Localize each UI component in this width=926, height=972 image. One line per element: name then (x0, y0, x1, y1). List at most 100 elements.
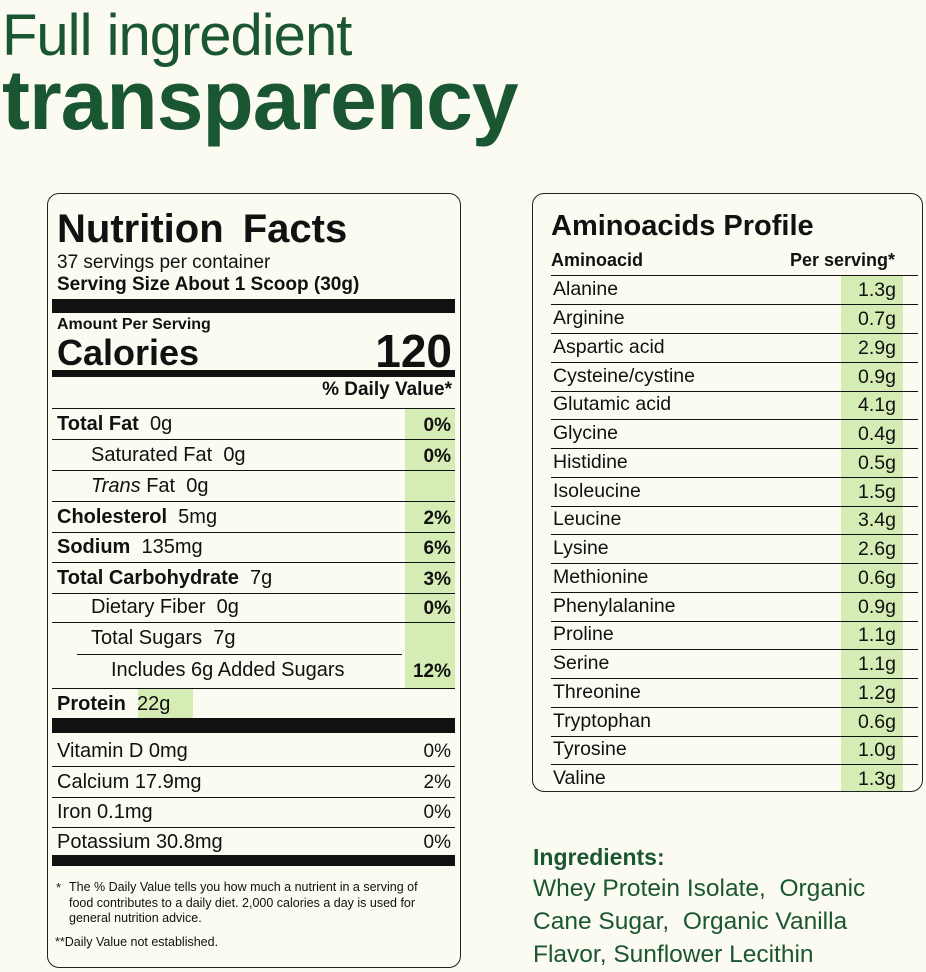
amino-col2: Per serving* (789, 250, 895, 270)
aminoacid-name: Arginine (553, 307, 625, 329)
rule (551, 736, 918, 737)
ingredients-title: Ingredients: (533, 843, 665, 870)
vitamin-amount: 0.1mg (97, 801, 153, 823)
aminoacid-amount: 1.1g (858, 624, 896, 647)
nutrient-amount: 7g (213, 627, 236, 649)
aminoacid-amount: 1.5g (858, 480, 896, 503)
vitamin-row: Vitamin D 0mg (57, 741, 188, 761)
footnote-marker: * (56, 879, 62, 895)
nutrient-dv: 3% (423, 568, 451, 590)
nutrient-row: Dietary Fiber 0g (91, 597, 239, 617)
nutrient-name: Fat (146, 475, 176, 497)
aminoacid-amount: 0.9g (858, 365, 896, 388)
nutrient-name: Total Sugars (91, 627, 203, 649)
vitamin-amount: 30.8mg (155, 831, 223, 853)
nutrient-row: Total Sugars 7g (91, 628, 236, 648)
nutrient-row: Protein 22g (57, 694, 170, 714)
vitamin-dv: 0% (423, 740, 451, 762)
aminoacid-name: Threonine (553, 680, 641, 703)
aminoacid-amount: 2.9g (858, 336, 896, 359)
nutrient-name: Cholesterol (57, 506, 168, 528)
rule (52, 532, 455, 533)
rule (551, 678, 918, 679)
aminoacid-amount: 1.0g (858, 739, 896, 762)
nutrient-row: Cholesterol 5mg (57, 507, 217, 527)
rule (551, 477, 918, 478)
amino-panel (532, 193, 923, 792)
nutrient-amount: 0g (149, 413, 173, 435)
rule (551, 592, 918, 593)
vitamin-name: Vitamin D (57, 740, 144, 762)
rule (551, 534, 918, 535)
ingredients-line: Flavor, Sunflower Lecithin (533, 940, 814, 968)
rule (52, 718, 455, 733)
aminoacid-name: Alanine (553, 278, 619, 301)
aminoacid-amount: 0.6g (858, 710, 896, 733)
rule (52, 370, 455, 377)
nutrient-row: Trans Fat 0g (91, 476, 208, 496)
nutrient-name: Total Carbohydrate (57, 567, 239, 589)
rule (52, 501, 455, 502)
aminoacid-amount: 3.4g (858, 509, 896, 532)
nutrient-name: Dietary Fiber (91, 596, 206, 618)
nutrient-amount: 135mg (141, 536, 203, 558)
vitamin-amount: 17.9mg (134, 771, 202, 793)
rule (52, 622, 455, 623)
amount-per-serving: Amount Per Serving (57, 316, 211, 333)
rule (52, 562, 455, 563)
nutrient-dv: 0% (423, 445, 451, 467)
aminoacid-amount: 0.7g (858, 308, 896, 330)
rule (52, 827, 455, 828)
aminoacid-name: Valine (553, 767, 606, 789)
ingredients-line: Cane Sugar, Organic Vanilla (533, 907, 848, 935)
rule (551, 707, 918, 708)
vitamin-amount: 0mg (148, 740, 188, 762)
aminoacid-amount: 1.3g (858, 768, 896, 790)
dv-highlight (405, 409, 455, 688)
aminoacid-amount: 1.1g (858, 653, 896, 675)
aminoacid-name: Leucine (553, 508, 622, 531)
rule (551, 621, 918, 622)
footnote: The % Daily Value tells you how much a n… (69, 880, 418, 925)
nutrient-name: Sodium (57, 536, 131, 558)
aminoacid-amount: 1.3g (858, 279, 896, 302)
dv-header: % Daily Value* (322, 378, 452, 400)
rule (551, 506, 918, 507)
nutrition-title: Nutrition Facts (57, 207, 348, 251)
aminoacid-amount: 4.1g (858, 394, 896, 417)
nutrient-amount: 0g (223, 444, 246, 466)
calories-value: 120 (375, 325, 452, 377)
rule (52, 439, 455, 440)
rule (52, 299, 455, 313)
aminoacid-amount: 0.6g (858, 566, 896, 589)
nutrient-row: Includes 6g Added Sugars (111, 660, 345, 680)
aminoacid-name: Glutamic acid (553, 393, 672, 416)
aminoacid-name: Aspartic acid (553, 335, 665, 358)
rule (52, 470, 455, 471)
nutrient-name: Protein (57, 693, 126, 715)
vitamin-dv: 0% (423, 831, 451, 853)
aminoacid-amount: 2.6g (858, 538, 896, 560)
amino-col1: Aminoacid (551, 250, 644, 270)
aminoacid-name: Tryptophan (553, 709, 651, 732)
aminoacid-amount: 0.5g (858, 451, 896, 474)
nutrient-amount: 0g (216, 596, 239, 618)
aminoacid-name: Glycine (553, 422, 619, 444)
vitamin-row: Iron 0.1mg (57, 802, 153, 822)
aminoacid-amount: 1.2g (858, 681, 896, 704)
protein-highlight (138, 689, 193, 718)
nutrient-row: Total Fat 0g (57, 414, 172, 434)
amino-highlight (841, 276, 903, 791)
aminoacid-name: Cysteine/cystine (553, 364, 695, 387)
rule (52, 797, 455, 798)
nutrient-dv: 12% (412, 660, 451, 682)
vitamin-dv: 0% (423, 801, 451, 823)
vitamin-row: Calcium 17.9mg (57, 772, 202, 792)
headline: Full ingredient (2, 3, 352, 68)
aminoacid-name: Methionine (553, 565, 649, 588)
aminoacid-name: Lysine (553, 537, 609, 559)
amino-title: Aminoacids Profile (551, 209, 814, 242)
nutrient-dv: 0% (423, 597, 451, 619)
nutrient-row: Saturated Fat 0g (91, 445, 246, 465)
